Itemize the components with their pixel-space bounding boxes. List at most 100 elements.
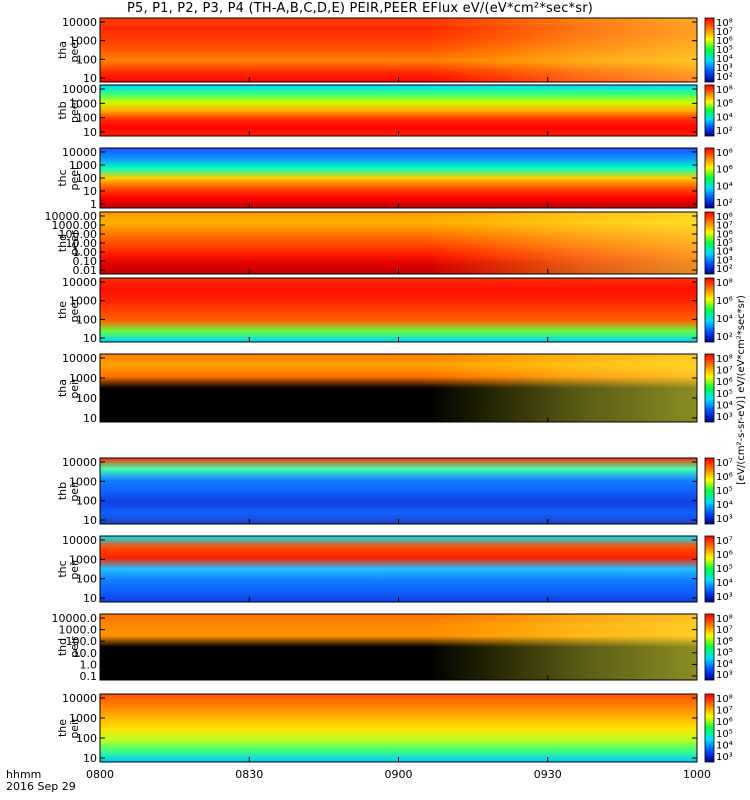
colorbar-tick-label: 10³ — [716, 514, 733, 525]
colorbar-tick-label: 10⁴ — [716, 500, 733, 511]
panel-tha-peer: 10 100 1000 10000 tha peer 10⁸10⁷10⁶10⁵10⁴10³1… — [56, 16, 733, 85]
ytick-label: 1000 — [69, 372, 97, 385]
ytick-label: 10000.0 — [52, 612, 98, 625]
colorbar-tick-label: 10⁴ — [716, 314, 733, 325]
colorbar-tick-label: 10⁷ — [716, 27, 733, 38]
ytick-label: 100 — [76, 53, 97, 66]
spectrogram-fill — [100, 694, 697, 762]
spectrogram-fill — [100, 536, 697, 602]
ylabel-probe: thd — [56, 638, 69, 656]
ytick-label: 10000 — [62, 456, 97, 469]
ylabel-probe: the — [56, 301, 69, 319]
colorbar-tick-label: 10⁴ — [716, 578, 733, 589]
colorbar — [704, 147, 715, 209]
ytick-label: 100 — [76, 112, 97, 125]
colorbar-tick-label: 10⁷ — [716, 706, 733, 717]
ylabel-species: peer — [68, 230, 81, 256]
ytick-label: 1000 — [69, 712, 97, 725]
colorbar-tick-label: 10⁵ — [716, 729, 733, 740]
ytick-label: 1.0 — [80, 658, 98, 671]
ytick-label: 10000 — [62, 534, 97, 547]
ylabel-probe: thc — [56, 169, 69, 186]
ytick-label: 1000 — [69, 475, 97, 488]
ylabel-species: peer — [68, 297, 81, 323]
ytick-label: 10 — [83, 185, 97, 198]
ytick-label: 10000 — [62, 146, 97, 159]
ylabel-species: peer — [68, 37, 81, 63]
ytick-label: 100 — [76, 392, 97, 405]
spectrogram-overlay — [100, 212, 697, 274]
colorbar-tick-label: 10⁵ — [716, 486, 733, 497]
colorbar-tick-label: 10⁶ — [716, 99, 733, 110]
ylabel-species: peir — [68, 480, 81, 502]
colorbar — [704, 693, 715, 763]
colorbar-tick-label: 10⁵ — [716, 648, 733, 659]
x-footer-label: 2016 Sep 29 — [6, 780, 76, 793]
ytick-label: 1000.00 — [52, 219, 98, 232]
ytick-label: 100 — [76, 313, 97, 326]
colorbar-tick-label: 10³ — [716, 63, 733, 74]
colorbar — [704, 211, 715, 275]
ytick-label: 1000 — [69, 97, 97, 110]
ytick-label: 100 — [76, 573, 97, 586]
ytick-label: 10 — [83, 592, 97, 605]
ytick-label: 10000 — [62, 692, 97, 705]
colorbar-tick-label: 10³ — [716, 592, 733, 603]
colorbar-tick-label: 10⁶ — [716, 165, 733, 176]
colorbar-tick-label: 10⁶ — [716, 550, 733, 561]
ylabel-probe: thb — [56, 482, 69, 500]
colorbar-tick-label: 10⁷ — [716, 221, 733, 232]
ylabel-species: peer — [68, 98, 81, 124]
spectrogram-fill — [100, 85, 697, 136]
colorbar-tick-label: 10⁸ — [716, 694, 733, 705]
colorbar-tick-label: 10⁸ — [716, 278, 733, 289]
ytick-label: 1000.0 — [59, 624, 98, 637]
ylabel-probe: the — [56, 719, 69, 737]
ytick-label: 10000 — [62, 276, 97, 289]
colorbar-tick-label: 10⁸ — [716, 85, 733, 96]
ytick-label: 10 — [83, 412, 97, 425]
colorbar-tick-label: 10⁶ — [716, 377, 733, 388]
spectrogram-overlay — [100, 354, 697, 422]
ytick-label: 100 — [76, 495, 97, 508]
ytick-label: 10.00 — [66, 237, 98, 250]
ytick-label: 10 — [83, 126, 97, 139]
colorbar-tick-label: 10⁶ — [716, 717, 733, 728]
x-footer-label: hhmm — [6, 768, 41, 781]
chart-title: P5, P1, P2, P3, P4 (TH-A,B,C,D,E) PEIR,P… — [126, 1, 594, 16]
colorbar-tick-label: 10⁷ — [716, 536, 733, 547]
colorbar-tick-label: 10⁶ — [716, 36, 733, 47]
colorbar-tick-label: 10⁶ — [716, 296, 733, 307]
colorbar-tick-label: 10² — [716, 332, 733, 343]
ylabel-probe: tha — [56, 41, 69, 59]
ytick-label: 10 — [83, 332, 97, 345]
colorbar-tick-label: 10⁵ — [716, 564, 733, 575]
ylabel-species: peir — [68, 377, 81, 399]
colorbar-tick-label: 10⁵ — [716, 238, 733, 249]
colorbar — [704, 277, 715, 343]
spectrogram-fill — [100, 148, 697, 208]
ylabel-species: peir — [68, 558, 81, 580]
colorbar-tick-label: 10⁴ — [716, 659, 733, 670]
colorbar-tick-label: 10⁶ — [716, 472, 733, 483]
spectrogram-fill — [100, 458, 697, 524]
colorbar-tick-label: 10⁴ — [716, 54, 733, 65]
colorbar-tick-label: 10⁸ — [716, 614, 733, 625]
ytick-label: 1000 — [69, 159, 97, 172]
ylabel-species: peir — [68, 636, 81, 658]
colorbar-tick-label: 10² — [716, 126, 733, 137]
ylabel-probe: thd — [56, 234, 69, 252]
panel-thb-peir: 10 100 1000 10000 thb peir 10⁷ 10⁶ 10⁵ 10⁴ 10³ — [56, 456, 733, 527]
colorbar-tick-label: 10⁸ — [716, 212, 733, 223]
colorbar-tick-label: 10⁶ — [716, 229, 733, 240]
colorbar-tick-label: 10⁵ — [716, 45, 733, 56]
colorbar — [704, 457, 715, 525]
ylabel-probe: thb — [56, 101, 69, 119]
colorbar-tick-label: 10³ — [716, 670, 733, 681]
xtick-label: 1000 — [683, 768, 711, 781]
